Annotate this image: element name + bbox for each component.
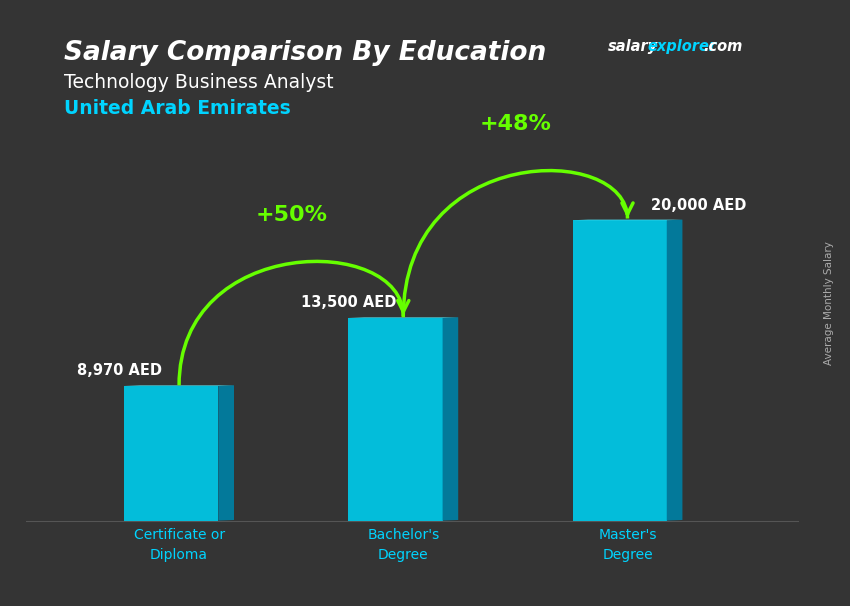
Polygon shape — [218, 385, 234, 521]
Text: Master's
Degree: Master's Degree — [598, 528, 657, 562]
Polygon shape — [348, 318, 443, 521]
Text: 13,500 AED: 13,500 AED — [301, 295, 397, 310]
Text: +50%: +50% — [255, 205, 327, 225]
Text: Technology Business Analyst: Technology Business Analyst — [64, 73, 333, 92]
Polygon shape — [666, 219, 683, 521]
Text: United Arab Emirates: United Arab Emirates — [64, 99, 291, 118]
Text: Average Monthly Salary: Average Monthly Salary — [824, 241, 834, 365]
Polygon shape — [573, 219, 683, 220]
Text: explorer: explorer — [648, 39, 717, 55]
Text: 8,970 AED: 8,970 AED — [77, 363, 162, 378]
Text: salary: salary — [608, 39, 658, 55]
Text: .com: .com — [704, 39, 743, 55]
Polygon shape — [124, 385, 234, 386]
Polygon shape — [573, 220, 666, 521]
Text: +48%: +48% — [479, 115, 552, 135]
Text: Bachelor's
Degree: Bachelor's Degree — [367, 528, 439, 562]
Text: Salary Comparison By Education: Salary Comparison By Education — [64, 40, 546, 66]
Polygon shape — [124, 386, 218, 521]
Text: 20,000 AED: 20,000 AED — [651, 198, 746, 213]
Text: Certificate or
Diploma: Certificate or Diploma — [133, 528, 224, 562]
Polygon shape — [443, 318, 458, 521]
